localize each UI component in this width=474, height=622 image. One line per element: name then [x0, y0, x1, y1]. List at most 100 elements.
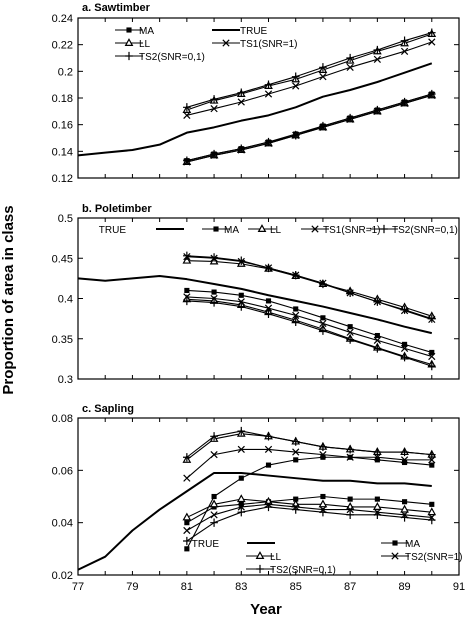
- x-marker: [400, 456, 409, 464]
- chart-panel: c. Sapling 0.02 0.04 0.06 0.08 77 79 81 83 85 87 89…: [52, 403, 466, 593]
- data-series: [77, 471, 432, 571]
- series-line: [186, 255, 432, 320]
- legend: TRUE MA LL TS1(SNR=1) TS2(SNR=0,1): [99, 224, 458, 236]
- y-tick-label: 0.02: [52, 570, 73, 582]
- plus-marker: [427, 361, 436, 371]
- data-series: [183, 89, 436, 165]
- legend-label: LL: [270, 552, 282, 563]
- legend-label: TS1(SNR=1): [240, 39, 298, 50]
- plus-marker: [427, 89, 436, 99]
- series-line: [186, 456, 432, 550]
- x-marker: [346, 505, 354, 514]
- triangle-marker: [182, 255, 192, 264]
- series-line: [186, 93, 432, 162]
- square-marker: [374, 457, 380, 463]
- x-marker: [237, 98, 245, 106]
- plus-marker: [237, 302, 246, 311]
- x-marker: [391, 552, 399, 560]
- square-marker: [293, 457, 299, 463]
- y-tick-label: 0.08: [52, 413, 73, 425]
- plus-marker: [183, 296, 191, 306]
- triangle-marker: [427, 507, 437, 516]
- x-tick-label: 89: [398, 581, 410, 593]
- square-marker: [238, 501, 244, 507]
- square-marker: [184, 287, 190, 294]
- x-marker: [400, 344, 409, 353]
- x-marker: [346, 328, 354, 336]
- y-tick-label: 0.35: [52, 334, 73, 346]
- plus-marker: [373, 344, 382, 353]
- plus-marker: [291, 505, 300, 514]
- y-tick-label: 0.12: [52, 173, 73, 185]
- square-marker: [265, 298, 272, 304]
- square-marker: [211, 493, 217, 500]
- x-marker: [428, 352, 436, 361]
- series-line: [186, 93, 432, 162]
- data-series: [183, 38, 436, 119]
- triangle-marker: [236, 494, 246, 503]
- data-series: [182, 255, 437, 320]
- panel-title: a. Sawtimber: [82, 2, 151, 14]
- plus-marker: [427, 314, 436, 323]
- square-marker: [265, 462, 272, 468]
- plus-marker: [210, 298, 218, 307]
- panel-title: c. Sapling: [82, 403, 134, 415]
- square-marker: [429, 501, 435, 507]
- plus-marker: [427, 450, 436, 459]
- series-line: [186, 41, 432, 116]
- plus-marker: [346, 53, 354, 63]
- plus-marker: [400, 305, 409, 314]
- plus-marker: [373, 510, 382, 519]
- chart-panel: a. Sawtimber 0.12 0.14 0.16 0.18 0.2 0.22 0.24 M…: [52, 2, 460, 185]
- plus-marker: [373, 297, 382, 306]
- x-tick-label: 91: [453, 581, 465, 593]
- legend-label: MA: [224, 225, 239, 236]
- plus-marker: [183, 453, 191, 462]
- x-axis-label: Year: [250, 601, 282, 618]
- legend: MA TRUE LL TS1(SNR=1) TS2(SNR=0,1): [115, 26, 298, 63]
- triangle-marker: [255, 551, 265, 560]
- square-marker: [213, 226, 219, 232]
- square-marker: [293, 306, 299, 312]
- x-marker: [210, 105, 218, 113]
- triangle-marker: [257, 224, 267, 232]
- plus-marker: [210, 149, 218, 159]
- series-line: [77, 471, 432, 571]
- square-marker: [402, 459, 408, 466]
- plot-frame: [77, 417, 460, 576]
- x-tick-label: 77: [72, 581, 84, 593]
- plus-marker: [291, 270, 300, 280]
- data-series: [183, 426, 436, 462]
- plus-marker: [237, 426, 246, 436]
- x-marker: [222, 39, 230, 47]
- plus-marker: [264, 137, 273, 147]
- plus-marker: [264, 502, 273, 512]
- legend-label: TRUE: [99, 225, 127, 236]
- square-marker: [184, 520, 190, 526]
- y-tick-label: 0.16: [52, 120, 73, 132]
- series-line: [186, 256, 432, 320]
- legend-label: TS2(SNR=0,1): [139, 52, 205, 63]
- square-marker: [238, 292, 244, 298]
- data-series: [183, 502, 436, 546]
- x-marker: [346, 453, 354, 461]
- x-marker: [319, 451, 327, 459]
- plus-marker: [373, 105, 382, 115]
- plus-marker: [125, 51, 133, 61]
- x-marker: [292, 82, 300, 90]
- x-marker: [237, 503, 245, 511]
- x-marker: [183, 111, 191, 119]
- series-line: [186, 503, 432, 531]
- plus-marker: [346, 113, 354, 123]
- x-marker: [319, 319, 327, 328]
- plus-marker: [183, 103, 191, 112]
- square-marker: [211, 289, 217, 295]
- square-marker: [402, 499, 408, 505]
- series-line: [186, 296, 432, 357]
- plus-marker: [291, 437, 300, 446]
- series-line: [186, 289, 432, 353]
- plus-marker: [264, 432, 273, 441]
- plus-marker: [319, 442, 327, 451]
- plus-marker: [237, 144, 246, 153]
- y-tick-label: 0.04: [52, 518, 73, 530]
